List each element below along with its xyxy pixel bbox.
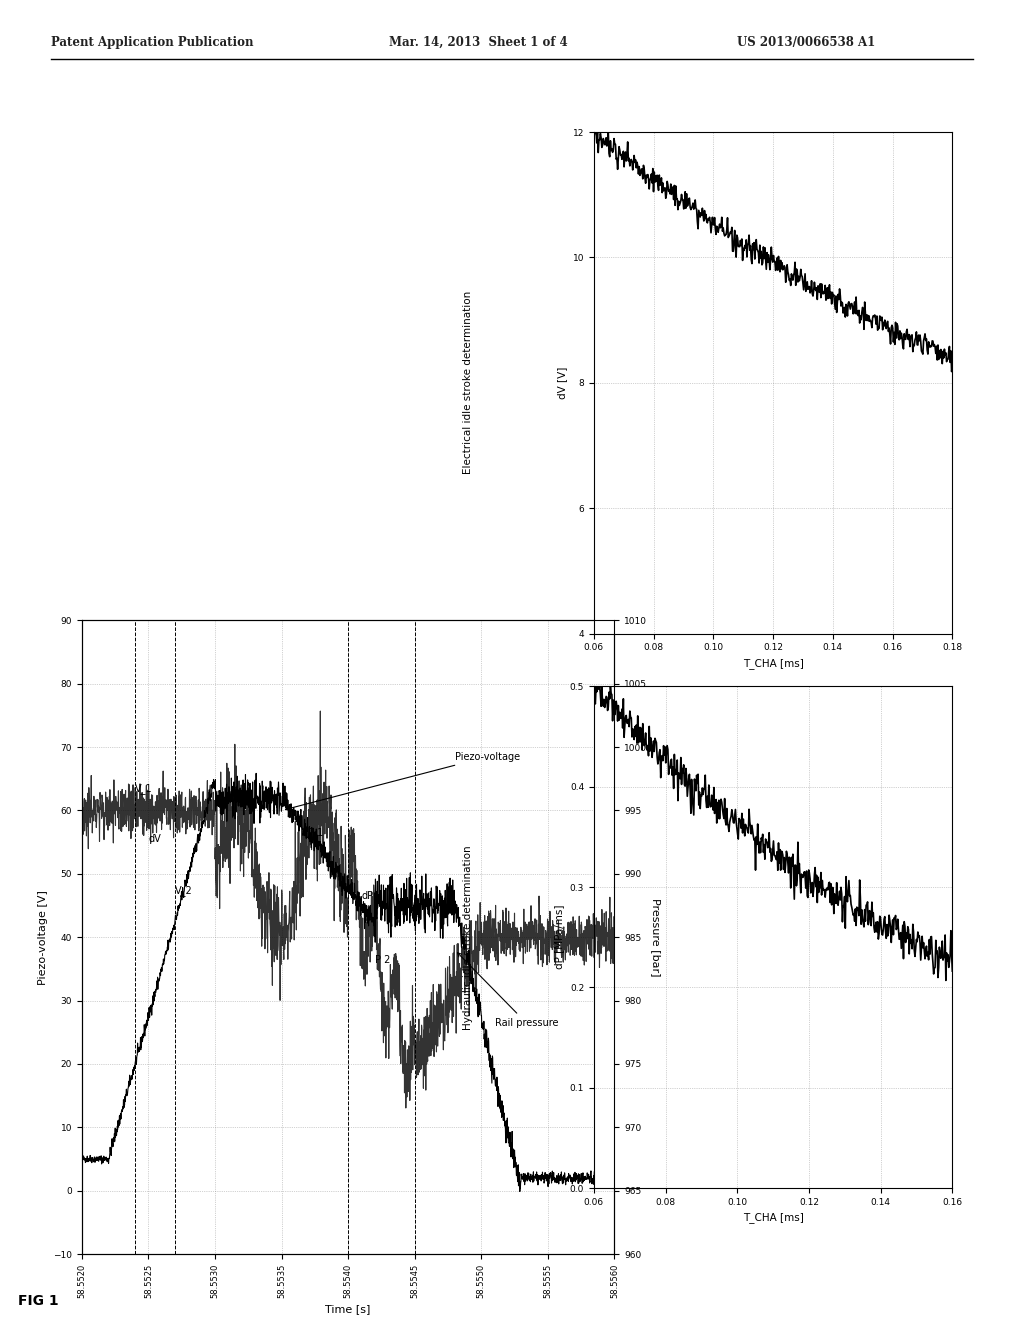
X-axis label: Time [s]: Time [s] [326,1304,371,1313]
Y-axis label: Pressure [bar]: Pressure [bar] [651,898,662,977]
X-axis label: T_CHA [ms]: T_CHA [ms] [742,1212,804,1224]
Text: Patent Application Publication: Patent Application Publication [51,36,254,49]
Text: FIG 1: FIG 1 [18,1294,58,1308]
Text: V_2: V_2 [175,884,193,896]
Text: US 2013/0066538 A1: US 2013/0066538 A1 [737,36,876,49]
Text: Hydraulic idle stroke determination: Hydraulic idle stroke determination [464,845,473,1030]
Text: Piezo-voltage: Piezo-voltage [286,752,520,810]
Text: dP: dP [361,891,374,902]
Text: Rail pressure: Rail pressure [458,953,558,1028]
Text: dV: dV [148,834,161,845]
Y-axis label: dP [MPa/ms]: dP [MPa/ms] [554,906,564,969]
Text: V_1: V_1 [135,784,153,795]
Text: P 1: P 1 [308,828,324,838]
X-axis label: T_CHA [ms]: T_CHA [ms] [742,657,804,669]
Text: Mar. 14, 2013  Sheet 1 of 4: Mar. 14, 2013 Sheet 1 of 4 [389,36,568,49]
Y-axis label: dV [V]: dV [V] [557,367,567,399]
Text: Electrical idle stroke determination: Electrical idle stroke determination [464,292,473,474]
Y-axis label: Piezo-voltage [V]: Piezo-voltage [V] [38,890,48,985]
Text: P 2: P 2 [375,954,390,965]
